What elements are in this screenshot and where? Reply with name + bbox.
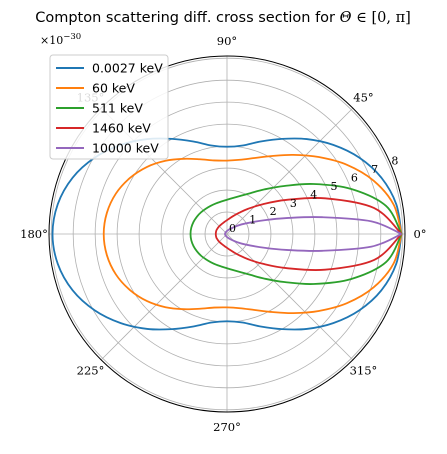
r-tick-label: 2 [270, 205, 277, 218]
scale-factor-label: ×10−30 [40, 32, 81, 47]
r-tick-label: 5 [331, 180, 338, 193]
r-tick-label: 7 [371, 163, 378, 176]
theta-tick-label: 225° [77, 363, 105, 377]
theta-gridline-315 [226, 233, 354, 361]
r-tick-label: 1 [249, 214, 256, 227]
r-tick-label: 6 [351, 172, 358, 185]
chart-title: Compton scattering diff. cross section f… [35, 10, 411, 26]
theta-gridline-45 [226, 107, 354, 235]
r-tick-label: 8 [391, 155, 398, 168]
legend-label: 0.0027 keV [92, 61, 163, 76]
theta-gridline-225 [100, 233, 228, 361]
theta-tick-label: 180° [20, 227, 48, 241]
r-tick-label: 0 [229, 222, 236, 235]
legend-label: 10000 keV [92, 141, 159, 156]
series-line-4 [224, 216, 402, 252]
theta-tick-label: 90° [217, 34, 237, 48]
theta-tick-label: 45° [353, 91, 373, 105]
theta-tick-label: 270° [213, 420, 241, 434]
series-line-1 [102, 153, 403, 315]
legend-box [49, 54, 169, 160]
series-lines [51, 137, 403, 331]
legend: 0.0027 keV 60 keV 511 keV 1460 keV 10000 keV [49, 54, 169, 160]
series-line-0 [51, 137, 403, 331]
theta-tick-label: 315° [350, 363, 378, 377]
legend-label: 60 keV [92, 81, 135, 96]
legend-label: 1460 keV [92, 121, 151, 136]
theta-tick-label: 0° [413, 227, 426, 241]
r-tick-label: 4 [310, 188, 317, 201]
series-line-2 [189, 183, 403, 285]
legend-label: 511 keV [92, 101, 143, 116]
series-line-3 [214, 196, 403, 272]
polar-spine [48, 55, 406, 413]
r-tick-label: 3 [290, 197, 297, 210]
